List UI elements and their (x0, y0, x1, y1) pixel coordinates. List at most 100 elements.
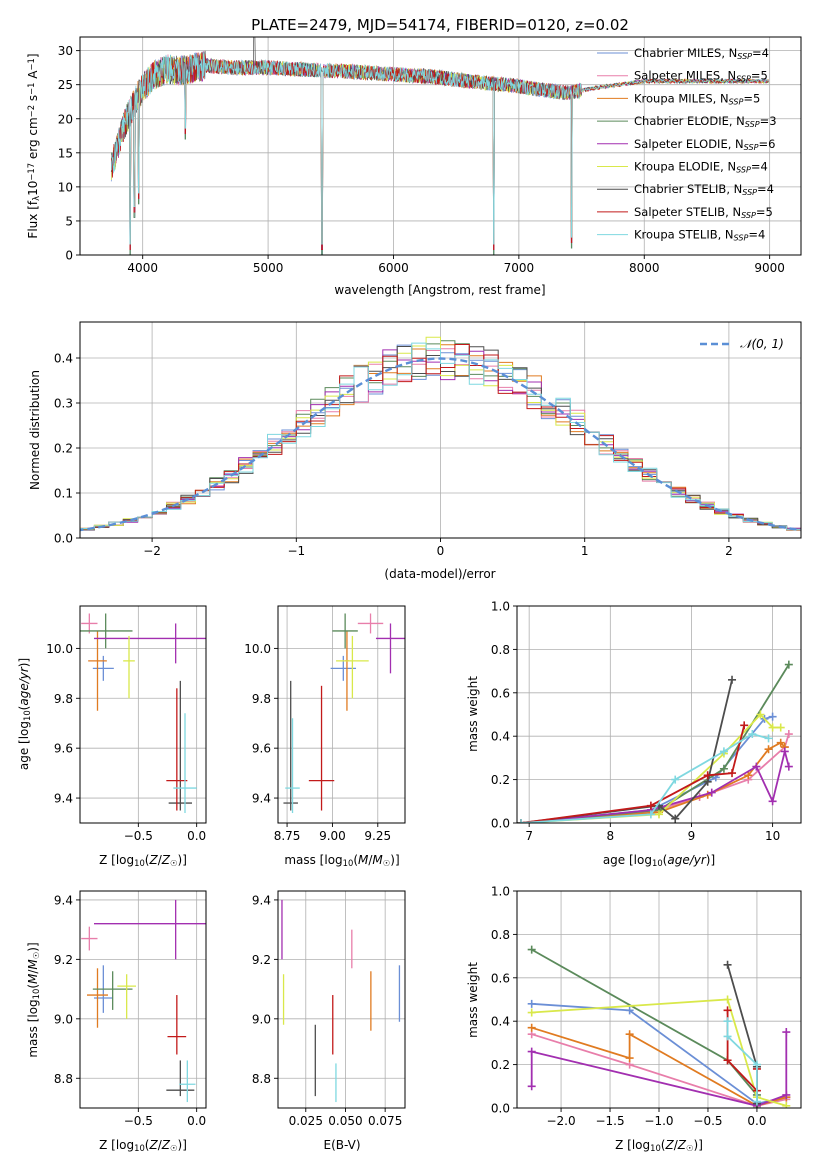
y-tick-label: 0.8 (491, 643, 510, 657)
series-marker-8 (723, 1017, 732, 1026)
x-tick-label: −2 (143, 544, 161, 558)
x-axis-label: Z [log10(Z/Z☉)] (99, 1138, 187, 1153)
series-marker-7 (646, 801, 655, 810)
series-marker-2 (625, 1054, 634, 1063)
series-line-5 (531, 998, 787, 1107)
legend-label: Salpeter MILES, NSSP=5 (634, 69, 768, 84)
y-tick-label: 1.0 (491, 600, 510, 614)
legend-label: Kroupa MILES, NSSP=5 (634, 91, 760, 106)
series-marker-3 (527, 945, 536, 954)
series-marker-3 (719, 764, 728, 773)
x-axis-label: E(B-V) (323, 1138, 360, 1152)
y-tick-label: 8.8 (252, 1072, 271, 1086)
y-tick-label: 30 (58, 44, 73, 58)
x-tick-label: 0.0 (747, 1114, 766, 1128)
series-marker-4 (527, 1082, 536, 1091)
y-tick-label: 10.0 (46, 642, 73, 656)
series-marker-4 (527, 1047, 536, 1056)
series-marker-2 (776, 738, 785, 747)
plot-mass-weight-vs-Z: −2.0 −1.5 −1.0 −0.5 0.0 0.0 0.2 0.4 0.6 0.8 1.0 (491, 885, 802, 1128)
x-tick-label: 2 (725, 544, 733, 558)
legend-label: Kroupa STELIB, NSSP=4 (634, 228, 765, 243)
y-axis-label: mass weight (466, 676, 480, 752)
plot-mass-vs-ebv: 0.025 0.050 0.075 8.8 9.0 9.2 9.4 (252, 890, 406, 1128)
y-tick-label: 25 (58, 78, 73, 92)
x-tick-label: 9 (688, 829, 696, 843)
histogram-series-8 (80, 342, 801, 533)
x-tick-label: 8000 (629, 261, 660, 275)
x-tick-label: −0.5 (124, 829, 153, 843)
series-marker-4 (784, 762, 793, 771)
axes-frame (79, 36, 802, 256)
series-marker-6 (671, 814, 680, 823)
series-line-3 (531, 948, 758, 1108)
series-marker-0 (527, 999, 536, 1008)
series-line-7 (520, 725, 746, 823)
axes-frame (277, 890, 406, 1109)
legend-label: Chabrier STELIB, NSSP=4 (634, 182, 774, 197)
y-tick-label: 9.4 (252, 792, 271, 806)
x-tick-label: 8.75 (274, 829, 301, 843)
series-marker-8 (671, 775, 680, 784)
plot-area-age-vs-mass (283, 613, 405, 814)
y-tick-label: 0.4 (491, 1015, 510, 1029)
series-marker-5 (782, 1101, 791, 1108)
series-marker-7 (740, 721, 749, 730)
y-tick-label: 9.6 (252, 742, 271, 756)
series-marker-4 (780, 747, 789, 756)
y-tick-label: 0.4 (491, 730, 510, 744)
series-marker-8 (752, 1060, 761, 1069)
plot-area-age-vs-Z (80, 613, 206, 814)
plot-mass-weight-vs-age: 7 8 9 10 0.0 0.2 0.4 0.6 0.8 1.0 (491, 600, 802, 843)
series-marker-4 (707, 788, 716, 797)
y-tick-label: 9.0 (252, 1012, 271, 1026)
plot-mass-vs-Z: −0.5 0.0 8.8 9.0 9.2 9.4 (54, 890, 207, 1128)
chart-title: PLATE=2479, MJD=54174, FIBERID=0120, z=0… (251, 16, 629, 34)
x-tick-label: 0 (437, 544, 445, 558)
series-marker-3 (784, 660, 793, 669)
series-marker-4 (782, 1090, 791, 1099)
series-marker-8 (646, 810, 655, 819)
x-tick-label: −0.5 (693, 1114, 722, 1128)
y-axis-label: Normed distribution (28, 370, 42, 490)
series-line-1 (531, 1033, 787, 1107)
x-tick-label: 10 (765, 829, 780, 843)
series-marker-7 (728, 769, 737, 778)
series-marker-6 (728, 675, 737, 684)
series-marker-0 (768, 712, 777, 721)
y-tick-label: 9.4 (252, 893, 271, 907)
x-axis-label: Z [log10(Z/Z☉)] (99, 853, 187, 868)
series-marker-8 (517, 819, 526, 823)
plot-area-mass-weight-vs-Z (527, 945, 791, 1108)
x-tick-label: 8 (606, 829, 614, 843)
legend-label: Chabrier ELODIE, NSSP=3 (634, 114, 777, 129)
x-tick-label: 0.050 (328, 1114, 362, 1128)
x-tick-label: 1 (581, 544, 589, 558)
gaussian-curve (80, 357, 801, 532)
x-axis-label: Z [log10(Z/Z☉)] (615, 1138, 703, 1153)
series-marker-2 (527, 1023, 536, 1032)
x-tick-label: 0.0 (187, 1114, 206, 1128)
series-marker-6 (723, 960, 732, 969)
x-axis-label: wavelength [Angstrom, rest frame] (334, 283, 545, 297)
plot-area-residuals (80, 336, 801, 533)
series-marker-5 (776, 723, 785, 732)
y-tick-label: 9.2 (252, 953, 271, 967)
legend-label: 𝒩(0, 1) (740, 337, 784, 351)
series-marker-7 (703, 771, 712, 780)
y-tick-label: 10.0 (244, 642, 271, 656)
series-marker-8 (752, 1097, 761, 1106)
y-tick-label: 0.0 (54, 532, 73, 546)
series-line-8 (521, 733, 769, 823)
x-tick-label: −0.5 (124, 1114, 153, 1128)
y-axis-label: mass [log10(M/M☉)] (26, 942, 41, 1057)
series-marker-8 (723, 1032, 732, 1041)
y-tick-label: 0.8 (491, 928, 510, 942)
y-tick-label: 0.6 (491, 686, 510, 700)
y-tick-label: 9.0 (54, 1012, 73, 1026)
series-marker-8 (719, 747, 728, 756)
y-tick-label: 20 (58, 112, 73, 126)
series-marker-2 (625, 1030, 634, 1039)
legend-label: Chabrier MILES, NSSP=4 (634, 46, 769, 61)
y-tick-label: 8.8 (54, 1072, 73, 1086)
